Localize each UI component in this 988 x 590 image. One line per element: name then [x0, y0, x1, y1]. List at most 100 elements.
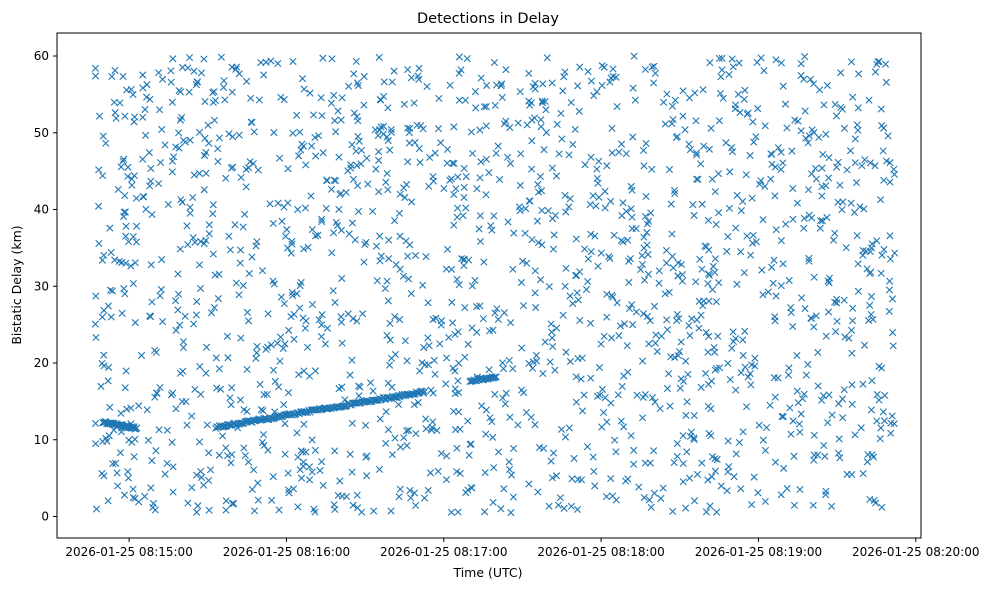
data-point: [572, 373, 580, 381]
data-point: [210, 304, 219, 312]
data-point: [139, 192, 147, 201]
data-point: [559, 311, 567, 319]
data-point: [353, 79, 362, 87]
data-point: [121, 384, 129, 392]
data-point: [548, 474, 556, 482]
data-point: [692, 149, 701, 157]
data-point: [214, 295, 223, 303]
data-point: [632, 308, 640, 316]
data-point: [434, 125, 443, 133]
data-point: [388, 451, 397, 459]
data-point: [277, 333, 285, 341]
data-point: [734, 90, 742, 98]
data-point: [197, 390, 205, 398]
data-point: [723, 487, 731, 495]
data-point: [732, 334, 740, 343]
data-point: [663, 384, 672, 393]
data-point: [462, 204, 470, 212]
data-point: [715, 54, 723, 63]
data-point: [529, 83, 537, 91]
data-point: [276, 357, 284, 365]
data-point: [322, 204, 330, 213]
data-point: [536, 173, 544, 181]
data-point: [182, 397, 190, 406]
data-point: [771, 163, 779, 171]
data-point: [443, 354, 451, 362]
data-point: [416, 158, 424, 166]
data-point: [335, 153, 343, 161]
data-point: [784, 371, 793, 379]
data-point: [209, 210, 217, 218]
data-point: [587, 248, 595, 256]
data-point: [837, 103, 845, 112]
data-point: [574, 475, 582, 484]
data-point: [840, 296, 848, 304]
data-point: [534, 180, 542, 188]
data-point: [552, 172, 561, 180]
data-point: [663, 326, 671, 334]
data-point: [710, 343, 718, 352]
data-point: [382, 178, 390, 186]
data-point: [714, 170, 723, 178]
data-point: [848, 381, 856, 389]
data-point: [749, 231, 757, 239]
data-point: [581, 161, 589, 169]
data-point: [611, 436, 619, 444]
data-point: [193, 78, 202, 86]
y-axis: 0 10 20 30 40 50 60: [34, 49, 57, 524]
data-point: [450, 407, 458, 415]
data-point: [128, 181, 136, 189]
data-point: [499, 394, 507, 402]
data-point: [509, 265, 517, 273]
data-point: [237, 173, 245, 182]
data-point: [685, 140, 693, 148]
data-point: [881, 60, 890, 68]
data-point: [804, 186, 813, 194]
data-point: [176, 116, 185, 124]
data-point: [705, 271, 713, 279]
data-point: [443, 245, 452, 253]
data-point: [686, 331, 694, 340]
data-point: [302, 448, 310, 456]
data-point: [304, 243, 312, 251]
data-point: [289, 57, 297, 66]
data-point: [589, 192, 597, 200]
data-point: [269, 473, 277, 481]
data-point: [777, 491, 785, 499]
data-point: [92, 440, 100, 448]
data-point: [607, 474, 615, 483]
data-point: [462, 488, 470, 497]
data-point: [548, 164, 556, 172]
data-point: [232, 279, 240, 287]
data-point: [318, 112, 326, 120]
data-point: [708, 377, 716, 385]
data-point: [360, 72, 368, 81]
data-point: [404, 158, 412, 166]
data-point: [808, 214, 816, 222]
data-point: [122, 367, 130, 375]
data-point: [848, 400, 856, 408]
data-point: [132, 222, 141, 230]
data-point: [556, 494, 564, 502]
data-point: [436, 340, 444, 348]
data-point: [629, 321, 637, 329]
data-point: [197, 473, 206, 482]
data-point: [871, 499, 880, 507]
data-point: [552, 472, 561, 480]
data-point: [500, 485, 508, 493]
data-point: [168, 168, 176, 176]
data-point: [106, 224, 114, 232]
data-point: [282, 232, 290, 240]
data-point: [886, 178, 894, 186]
data-point: [679, 87, 687, 95]
data-point: [334, 491, 342, 500]
data-point: [549, 343, 557, 351]
data-point: [315, 316, 323, 324]
data-point: [205, 506, 213, 514]
data-point: [400, 434, 408, 442]
data-point: [825, 154, 833, 162]
data-point: [851, 159, 859, 167]
data-point: [809, 80, 818, 88]
data-point: [553, 120, 561, 128]
data-point: [391, 313, 399, 321]
